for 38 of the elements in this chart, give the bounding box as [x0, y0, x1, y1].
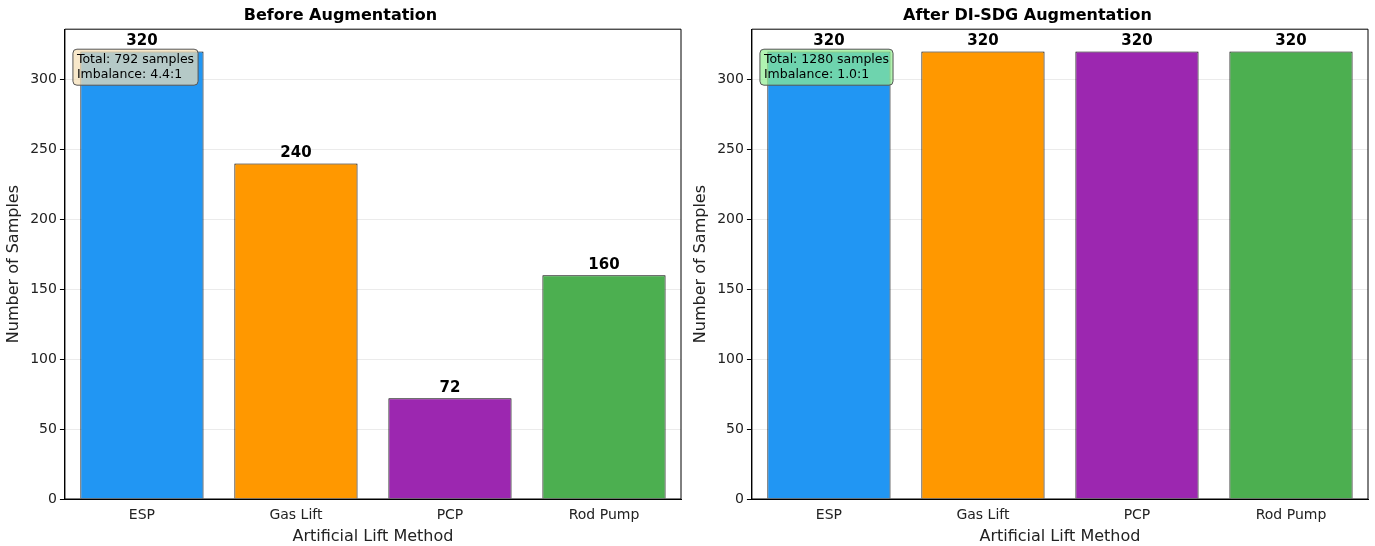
x-tick-label: Rod Pump: [568, 506, 640, 523]
y-tick-label: 200: [717, 210, 744, 226]
y-tick-label: 100: [717, 349, 744, 366]
x-tick-label: Gas Lift: [269, 506, 323, 523]
y-tick-label: 150: [717, 279, 744, 296]
annotation: Total: 1280 samples Imbalance: 1.0:1: [762, 50, 890, 81]
y-tick-label: 150: [30, 279, 57, 296]
data-label: 320: [967, 30, 999, 49]
y-tick-label: 300: [30, 70, 57, 87]
data-label: 320: [126, 30, 158, 49]
y-axis-title: Number of Samples: [689, 185, 709, 344]
x-axis-title: Artificial Lift Method: [292, 525, 454, 545]
data-label: 240: [280, 142, 312, 161]
y-tick-label: 100: [30, 349, 57, 366]
chart-title: Before Augmentation: [243, 4, 438, 24]
x-tick-label: PCP: [436, 506, 464, 523]
x-tick-label: ESP: [128, 506, 156, 523]
y-axis-title: Number of Samples: [2, 185, 22, 344]
y-tick-label: 50: [726, 419, 744, 436]
y-tick-label: 50: [39, 419, 57, 436]
data-label: 320: [1275, 30, 1307, 49]
annotation: Total: 792 samples Imbalance: 4.4:1: [75, 50, 195, 81]
x-tick-label: Rod Pump: [1255, 506, 1327, 523]
chart-title: After DI-SDG Augmentation: [903, 4, 1152, 24]
y-tick-label: 0: [735, 489, 744, 506]
x-tick-label: PCP: [1123, 506, 1151, 523]
x-tick-label: Gas Lift: [956, 506, 1010, 523]
y-tick-label: 200: [30, 210, 57, 226]
data-label: 72: [439, 377, 461, 396]
data-label: 320: [1121, 30, 1153, 49]
x-tick-label: ESP: [815, 506, 843, 523]
y-tick-label: 250: [717, 140, 744, 157]
y-tick-label: 300: [717, 70, 744, 87]
x-axis-title: Artificial Lift Method: [979, 525, 1141, 545]
data-label: 320: [813, 30, 845, 49]
y-tick-label: 0: [48, 489, 57, 506]
y-tick-label: 250: [30, 140, 57, 157]
data-label: 160: [588, 254, 620, 273]
